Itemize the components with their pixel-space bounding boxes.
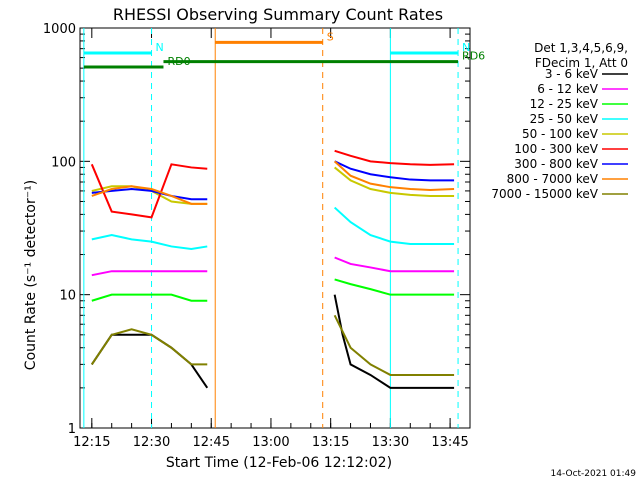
y-tick-label: 10 — [59, 289, 76, 304]
state-bar-label: S — [327, 30, 334, 43]
series-line-4 — [334, 166, 455, 197]
legend-label: 800 - 7000 keV — [507, 172, 599, 186]
x-tick-label: 12:15 — [73, 435, 110, 450]
series-line-2 — [91, 293, 208, 302]
x-tick-label: 13:30 — [372, 435, 409, 450]
y-tick-label: 100 — [51, 155, 76, 170]
series-line-1 — [91, 270, 208, 277]
x-axis-label: Start Time (12-Feb-06 12:12:02) — [166, 455, 392, 471]
legend-header: Det 1,3,4,5,6,9, — [534, 41, 628, 55]
legend-label: 3 - 6 keV — [545, 67, 599, 81]
x-tick-label: 13:45 — [431, 435, 468, 450]
x-tick-label: 12:45 — [193, 435, 230, 450]
legend-label: 6 - 12 keV — [537, 82, 599, 96]
legend-header: FDecim 1, Att 0 — [535, 56, 628, 70]
series-line-8 — [90, 328, 208, 366]
series-line-2 — [334, 278, 455, 296]
series-line-6 — [334, 160, 455, 182]
series-line-7 — [333, 160, 455, 191]
series-line-6 — [91, 188, 208, 201]
x-tick-label: 13:15 — [312, 435, 349, 450]
state-bar-label: N — [462, 41, 470, 54]
legend-label: 7000 - 15000 keV — [491, 187, 598, 201]
state-bar-label: N — [156, 41, 164, 54]
series-line-7 — [91, 185, 208, 205]
legend-label: 50 - 100 keV — [522, 127, 599, 141]
state-bar-label: RD6 — [462, 50, 485, 63]
series-line-0 — [333, 294, 455, 389]
plot-frame — [79, 27, 471, 429]
series-line-1 — [334, 256, 455, 273]
series-line-3 — [333, 206, 455, 245]
y-axis-label: Count Rate (s⁻¹ detector⁻¹) — [23, 180, 39, 370]
y-tick-label: 1000 — [43, 22, 76, 37]
series-line-0 — [90, 333, 209, 389]
legend-label: 300 - 800 keV — [514, 157, 598, 171]
series-line-5 — [90, 163, 208, 219]
y-tick-label: 1 — [68, 422, 76, 437]
legend-label: 25 - 50 keV — [530, 112, 599, 126]
series-line-5 — [334, 149, 455, 166]
plot-area: 1 10 100 1000 12:15 12:30 12:45 13:00 13:15 13:30… — [43, 22, 485, 450]
legend: Det 1,3,4,5,6,9,FDecim 1, Att 03 - 6 keV… — [491, 41, 628, 201]
x-tick-label: 13:00 — [252, 435, 289, 450]
chart-title: RHESSI Observing Summary Count Rates — [113, 5, 443, 24]
legend-label: 100 - 300 keV — [514, 142, 598, 156]
series-line-8 — [333, 314, 455, 376]
series-line-3 — [91, 234, 208, 251]
generated-timestamp: 14-Oct-2021 01:49 — [551, 469, 637, 479]
legend-label: 12 - 25 keV — [530, 97, 599, 111]
x-tick-label: 12:30 — [133, 435, 170, 450]
